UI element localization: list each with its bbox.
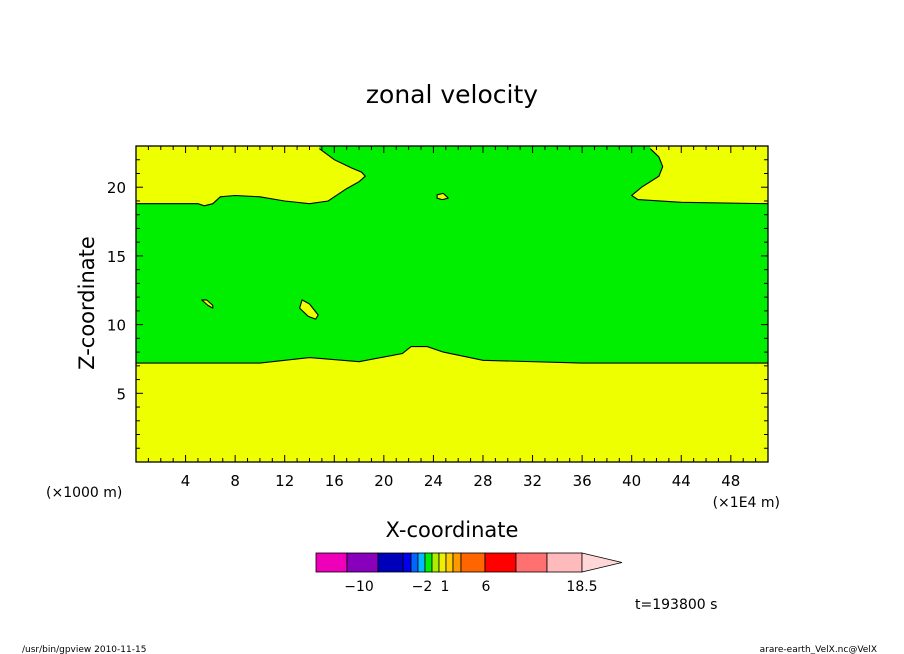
contour-island-1 [436,192,449,201]
x-tick-label: 16 [325,472,344,490]
time-annotation: t=193800 s [635,597,717,613]
x-tick-label: 36 [573,472,592,490]
x-tick-label: 12 [275,472,294,490]
x-tick-label: 4 [181,472,191,490]
colorbar-cell [417,552,426,573]
colorbar-label: −10 [344,579,374,595]
colorbar-cell [515,552,548,573]
x-axis: 4 8 12 16 20 24 28 32 36 40 44 48 [147,146,757,490]
colorbar-label: 1 [441,579,450,595]
contour-fill-upper-right [631,146,768,204]
x-tick-label: 40 [622,472,641,490]
x-tick-label: 24 [424,472,443,490]
colorbar-cell [377,552,404,573]
contour-island-2 [201,299,214,309]
colorbar-cell [438,552,447,573]
colorbar-cell [346,552,379,573]
colorbar-cell [424,552,433,573]
plot-area [135,145,769,463]
plot-frame [135,145,769,463]
contour-island-3 [299,299,319,320]
colorbar-cell [431,552,440,573]
colorbar-arrow [581,552,623,573]
x-unit-left: (×1000 m) [46,485,122,501]
x-unit-right: (×1E4 m) [713,495,780,511]
x-tick-label: 28 [473,472,492,490]
colorbar-label: −2 [412,579,433,595]
colorbar-cell [452,552,462,573]
colorbar-cell [402,552,412,573]
contour-line-lower [136,346,768,364]
colorbar-label: 6 [482,579,491,595]
contour-fill-lower [136,346,768,462]
colorbar-cell [445,552,454,573]
footer-left: /usr/bin/gpview 2010-11-15 [22,645,146,654]
colorbar-cell [546,552,583,573]
colorbar-cell [460,552,486,573]
x-tick-label: 48 [721,472,740,490]
colorbar-cell [315,552,348,573]
y-axis-label: Z-coordinate [75,236,99,370]
contour-fill-upper-left [136,146,366,206]
chart-title: zonal velocity [366,80,538,109]
x-tick-label: 20 [374,472,393,490]
contour-line-upper-left [136,148,367,207]
y-axis: 5 10 15 20 [107,159,768,449]
x-axis-label: X-coordinate [386,518,519,542]
y-tick-label: 5 [116,385,126,403]
x-tick-label: 8 [230,472,240,490]
colorbar: −10 −2 1 6 18.5 [315,552,623,595]
y-tick-label: 20 [107,179,126,197]
x-tick-label: 44 [672,472,691,490]
y-tick-label: 10 [107,317,126,335]
y-tick-label: 15 [107,248,126,266]
colorbar-cell [410,552,419,573]
colorbar-label: 18.5 [566,579,597,595]
x-tick-label: 32 [523,472,542,490]
colorbar-cell [484,552,517,573]
contour-line-upper-right [630,148,769,205]
footer-right: arare-earth_VelX.nc@VelX [760,645,877,654]
